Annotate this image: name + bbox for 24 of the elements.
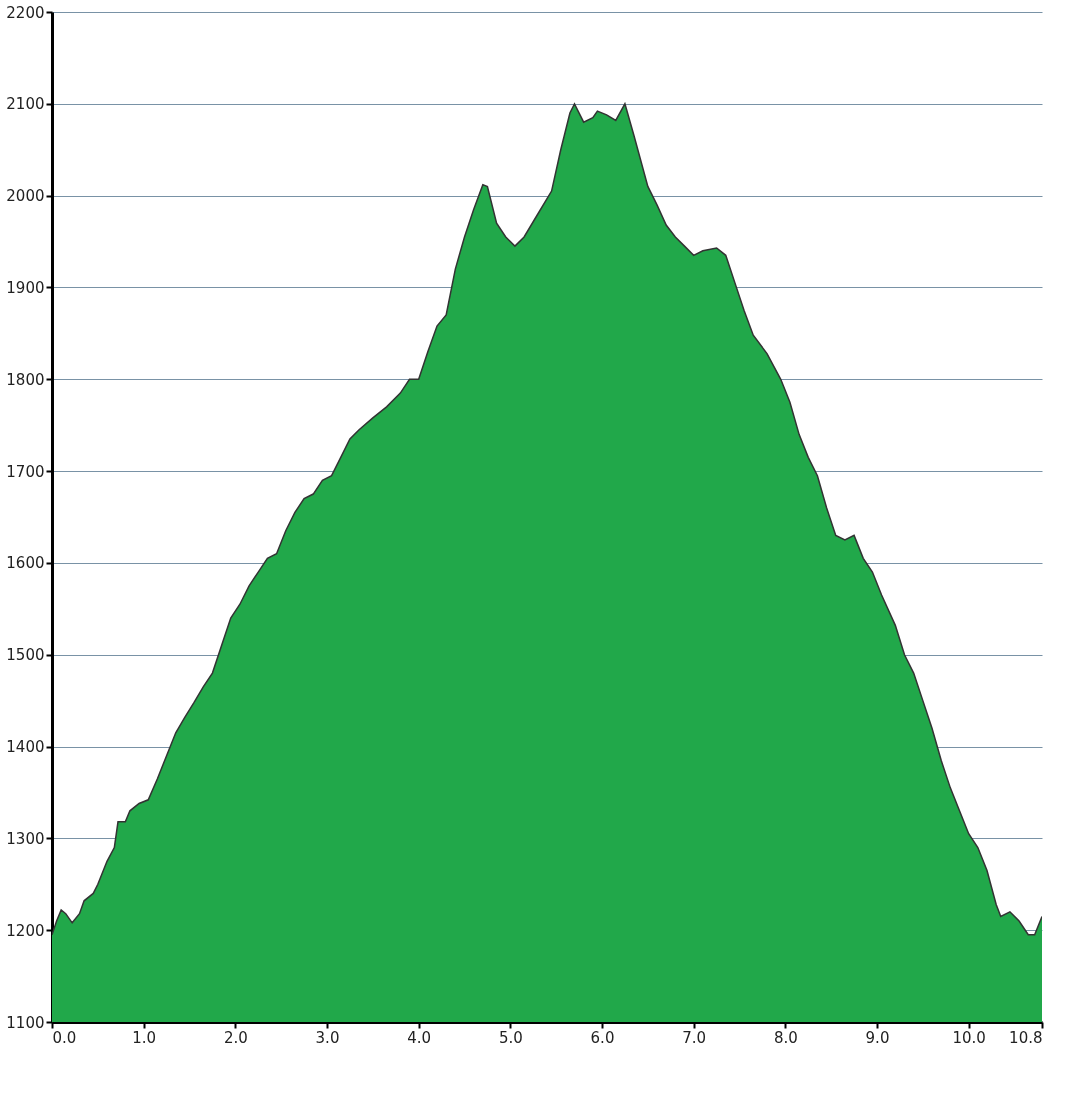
x-tick-label: 6.0: [590, 1028, 615, 1047]
y-tick-label: 1800: [6, 370, 45, 389]
x-tick-label: 7.0: [682, 1028, 707, 1047]
y-tick-label: 1200: [6, 921, 45, 940]
x-tick-label: 8.0: [773, 1028, 798, 1047]
y-tick-label: 1900: [6, 278, 45, 297]
y-tick-label: 1500: [6, 646, 45, 665]
y-tick-label: 1700: [6, 462, 45, 481]
x-tick-label: 2.0: [223, 1028, 248, 1047]
x-tick-label: 0.0: [52, 1028, 77, 1047]
y-tick-label: 1300: [6, 829, 45, 848]
x-tick-label: 1.0: [132, 1028, 157, 1047]
y-tick-label: 2200: [6, 3, 45, 22]
x-tick-label: 3.0: [315, 1028, 340, 1047]
x-tick-label: 4.0: [407, 1028, 432, 1047]
y-tick-label: 2100: [6, 95, 45, 114]
x-tick-label: 10.8: [1009, 1028, 1043, 1047]
y-tick-label: 1400: [6, 738, 45, 757]
x-tick-label: 10.0: [952, 1028, 986, 1047]
x-tick-label: 9.0: [865, 1028, 890, 1047]
y-tick-label: 1600: [6, 554, 45, 573]
y-tick-label: 1100: [6, 1013, 45, 1032]
x-tick-label: 5.0: [498, 1028, 523, 1047]
y-tick-label: 2000: [6, 187, 45, 206]
